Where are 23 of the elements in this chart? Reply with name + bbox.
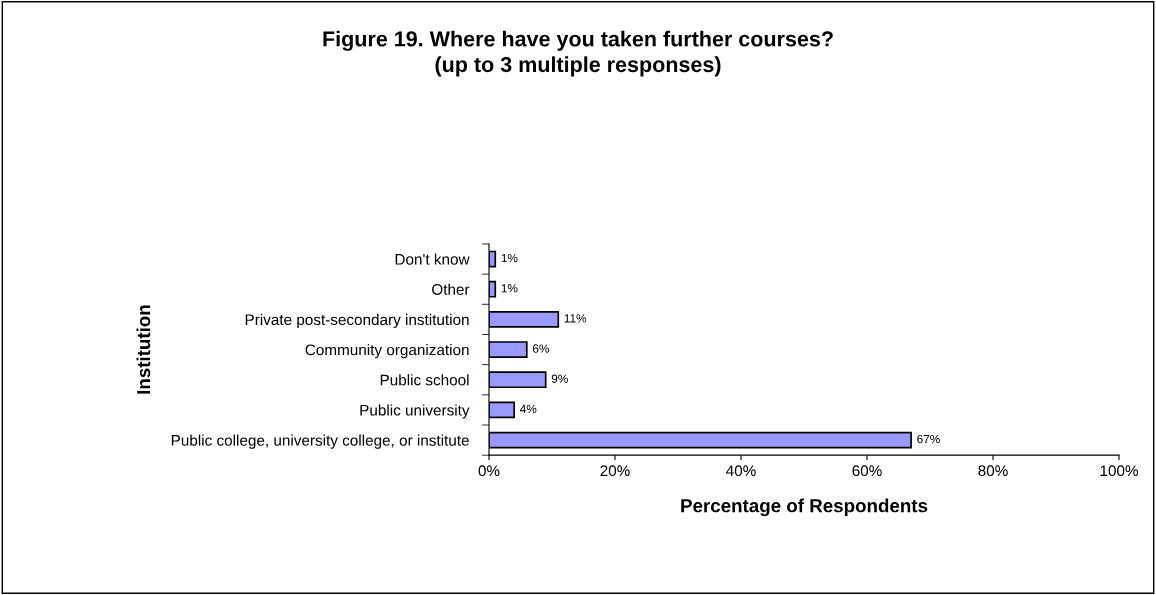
y-tick-label: Public university — [360, 404, 470, 419]
y-tick-label: Public school — [380, 374, 469, 386]
y-tick-label: Other — [432, 283, 470, 295]
y-tick-label: Community organization — [305, 344, 469, 359]
data-label: 4% — [520, 404, 537, 414]
y-axis-title: Institution — [136, 305, 151, 394]
y-tick-label: Private post-secondary institution — [245, 313, 469, 329]
y-tick-label: Public college, university college, or institute — [171, 434, 469, 449]
data-label: 9% — [551, 374, 568, 383]
data-label: 6% — [532, 344, 549, 353]
x-tick-label: 60% — [852, 465, 882, 477]
x-tick-label: 100% — [1100, 465, 1138, 477]
x-tick-label: 80% — [978, 465, 1008, 477]
data-label: 1% — [501, 284, 518, 293]
chart-title: Figure 19. Where have you taken further courses? (up to 3 multiple responses) — [323, 30, 833, 77]
x-tick-label: 20% — [600, 465, 630, 477]
data-label: 67% — [917, 434, 940, 444]
data-label: 1% — [501, 253, 518, 263]
x-tick-label: 40% — [726, 465, 756, 477]
x-tick-label: 0% — [478, 465, 500, 477]
data-label: 11% — [564, 314, 587, 323]
x-axis-title: Percentage of Respondents — [681, 498, 928, 517]
y-tick-label: Don't know — [395, 253, 470, 265]
